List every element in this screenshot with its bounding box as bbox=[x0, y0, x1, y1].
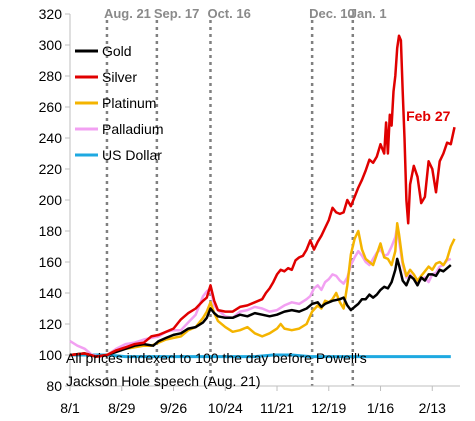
legend-label-0: Gold bbox=[102, 43, 132, 59]
y-tick-label-11: 300 bbox=[39, 37, 63, 53]
x-tick-label-7: 2/13 bbox=[419, 400, 446, 416]
legend-label-1: Silver bbox=[102, 69, 137, 85]
y-tick-label-1: 100 bbox=[39, 347, 63, 363]
series-line-gold bbox=[69, 257, 452, 358]
y-tick-label-6: 200 bbox=[39, 192, 63, 208]
y-tick-label-12: 320 bbox=[39, 6, 63, 22]
y-tick-label-8: 240 bbox=[39, 130, 63, 146]
x-tick-label-2: 9/26 bbox=[160, 400, 187, 416]
series-line-us-dollar bbox=[70, 353, 451, 359]
index-note-line-1: All prices indexed to 100 the day before… bbox=[66, 350, 367, 366]
series-lines bbox=[69, 34, 456, 359]
y-tick-label-9: 260 bbox=[39, 99, 63, 115]
x-tick-label-3: 10/24 bbox=[208, 400, 243, 416]
legend-label-2: Platinum bbox=[102, 95, 156, 111]
y-tick-label-10: 280 bbox=[39, 68, 63, 84]
x-tick-label-6: 1/16 bbox=[367, 400, 394, 416]
event-label-2: Oct. 16 bbox=[207, 6, 250, 21]
series-line-palladium bbox=[69, 225, 452, 358]
feb-27-annotation: Feb 27 bbox=[406, 108, 451, 124]
event-label-1: Sep. 17 bbox=[154, 6, 200, 21]
y-tick-label-0: 80 bbox=[46, 378, 62, 394]
legend-label-4: US Dollar bbox=[102, 147, 162, 163]
y-tick-label-7: 220 bbox=[39, 161, 63, 177]
y-tick-label-2: 120 bbox=[39, 316, 63, 332]
x-axis: 8/1 8/29 9/26 10/24 11/21 12/19 1/16 2/13 bbox=[60, 385, 460, 416]
y-tick-label-5: 180 bbox=[39, 223, 63, 239]
x-tick-label-4: 11/21 bbox=[260, 400, 294, 416]
x-tick-label-1: 8/29 bbox=[108, 400, 135, 416]
index-note-line-2: Jackson Hole speech (Aug. 21) bbox=[66, 373, 261, 389]
y-axis: 80 100 120 140 160 180 200 220 240 260 280 300 320 bbox=[39, 6, 71, 394]
event-label-4: Jan. 1 bbox=[350, 6, 387, 21]
y-tick-label-3: 140 bbox=[39, 285, 63, 301]
index-note: All prices indexed to 100 the day before… bbox=[66, 350, 367, 389]
y-tick-label-4: 160 bbox=[39, 254, 63, 270]
series-line-silver bbox=[69, 34, 456, 358]
series-line-platinum bbox=[69, 222, 456, 358]
legend-label-3: Palladium bbox=[102, 121, 163, 137]
x-tick-label-5: 12/19 bbox=[311, 400, 346, 416]
event-label-3: Dec. 10 bbox=[309, 6, 355, 21]
x-tick-label-0: 8/1 bbox=[60, 400, 80, 416]
event-label-0: Aug. 21 bbox=[104, 6, 151, 21]
legend: Gold Silver Platinum Palladium US Dollar bbox=[75, 43, 163, 163]
